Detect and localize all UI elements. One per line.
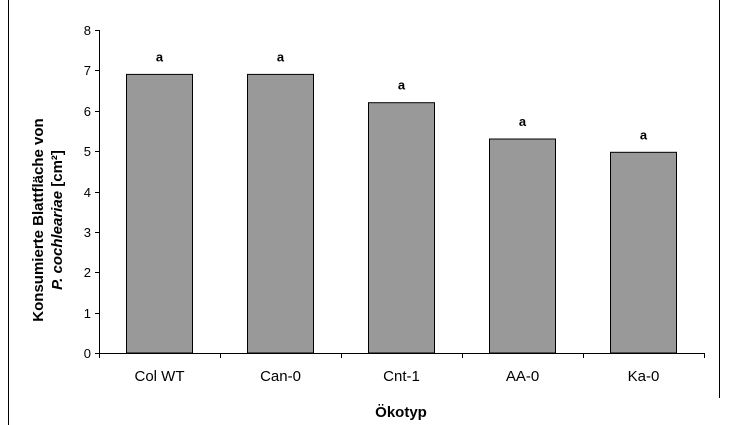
x-axis-title: Ökotyp xyxy=(375,404,427,421)
y-tick-label: 6 xyxy=(84,104,91,119)
y-axis-title: Konsumierte Blattfläche von P. cochleari… xyxy=(30,118,66,321)
significance-label: a xyxy=(277,49,285,64)
x-axis-ticks xyxy=(99,353,705,358)
y-axis-title-line2: P. cochleariae [cm²] xyxy=(49,150,66,290)
significance-label: a xyxy=(156,49,164,64)
bar-cnt-1 xyxy=(368,102,435,354)
bar-can-0 xyxy=(247,73,314,354)
significance-label: a xyxy=(398,78,406,93)
y-axis-title-species: P. cochleariae xyxy=(49,191,66,290)
y-axis-title-unit: [cm²] xyxy=(49,150,66,187)
y-axis-title-line1: Konsumierte Blattfläche von xyxy=(30,118,47,321)
y-tick-label: 4 xyxy=(84,185,91,200)
significance-labels: a a a a a xyxy=(156,49,648,142)
x-tick-label: Col WT xyxy=(135,368,185,385)
y-tick-label: 7 xyxy=(84,63,91,78)
bars xyxy=(126,73,677,354)
y-axis-ticks: 0 1 2 3 4 5 6 7 8 xyxy=(84,23,99,361)
significance-label: a xyxy=(519,114,527,129)
y-tick-label: 5 xyxy=(84,144,91,159)
x-tick-label: Can-0 xyxy=(260,368,301,385)
x-tick-label: Cnt-1 xyxy=(383,368,420,385)
bar-col-wt xyxy=(126,73,193,354)
x-axis-tick-labels: Col WT Can-0 Cnt-1 AA-0 Ka-0 xyxy=(135,368,660,385)
bar-aa-0 xyxy=(489,138,556,354)
y-tick-label: 3 xyxy=(84,225,91,240)
x-tick-label: AA-0 xyxy=(506,368,539,385)
y-tick-label: 8 xyxy=(84,23,91,38)
y-tick-label: 1 xyxy=(84,306,91,321)
bar-ka-0 xyxy=(610,151,677,354)
x-tick-label: Ka-0 xyxy=(628,368,660,385)
significance-label: a xyxy=(640,127,648,142)
y-tick-label: 2 xyxy=(84,265,91,280)
y-tick-label: 0 xyxy=(84,346,91,361)
